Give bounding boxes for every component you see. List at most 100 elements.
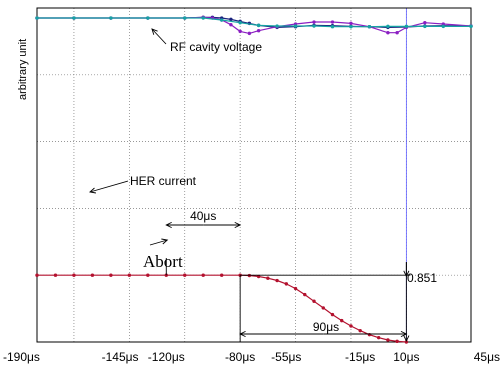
- data-point: [53, 273, 58, 277]
- data-point: [256, 23, 261, 28]
- span-40-label: 40μs: [190, 209, 216, 223]
- data-point: [423, 20, 427, 25]
- series-4: [35, 16, 473, 29]
- data-point: [321, 306, 325, 310]
- arrow-head: [165, 221, 172, 229]
- arrow-head: [151, 28, 158, 35]
- arrow-head: [239, 330, 246, 338]
- data-point: [109, 273, 113, 277]
- span-90-arrow-right: [323, 330, 408, 338]
- her-current-arrow: [89, 180, 129, 194]
- rf-cavity-arrow: [151, 28, 167, 45]
- grid: [37, 8, 471, 342]
- data-point: [395, 339, 399, 344]
- span-40-arrow-right: [203, 221, 242, 229]
- data-point: [35, 273, 39, 277]
- span-90-label: 90μs: [313, 320, 339, 334]
- annotations: RF cavity voltage HER current 40μs Abort 0.8…: [89, 28, 437, 343]
- data-point: [330, 25, 335, 29]
- data-point: [376, 335, 381, 340]
- x-tick-label: -80μs: [225, 350, 255, 364]
- data-point: [349, 21, 353, 26]
- abort-arrow: [149, 238, 169, 246]
- data-point: [367, 332, 372, 337]
- span-vert-arrow-down: [403, 262, 410, 343]
- data-point: [229, 23, 233, 27]
- data-point: [183, 16, 187, 20]
- abort-label: Abort: [143, 252, 183, 271]
- data-point: [72, 273, 76, 277]
- data-point: [312, 20, 316, 24]
- data-point: [330, 312, 335, 317]
- series-line: [37, 17, 471, 28]
- data-point: [284, 282, 289, 286]
- data-point: [219, 18, 224, 22]
- data-point: [404, 24, 409, 29]
- data-point: [358, 328, 362, 333]
- data-point: [35, 16, 39, 20]
- data-point: [330, 20, 335, 24]
- data-point: [72, 16, 76, 20]
- arrow-shaft: [151, 28, 167, 45]
- span-0851-label: 0.851: [407, 271, 437, 285]
- data-point: [312, 24, 316, 28]
- data-point: [201, 16, 205, 20]
- data-point: [90, 273, 95, 277]
- data-point: [386, 338, 390, 342]
- data-point: [146, 273, 150, 277]
- arrow-head: [161, 238, 169, 245]
- arrow-head: [89, 187, 96, 194]
- data-point: [146, 16, 150, 20]
- data-point: [303, 292, 307, 297]
- data-point: [423, 24, 427, 29]
- data-point: [256, 29, 261, 33]
- x-tick-label: -55μs: [271, 350, 301, 364]
- data-point: [340, 318, 344, 323]
- plot-frame: [36, 7, 472, 343]
- data-point: [183, 273, 187, 277]
- data-point: [238, 20, 242, 25]
- x-tick-label: -15μs: [345, 350, 375, 364]
- data-point: [247, 31, 252, 36]
- x-tick-labels: -190μs -145μs -120μs -80μs -55μs -15μs 10μs 45μ…: [3, 350, 500, 364]
- data-point: [201, 273, 205, 277]
- her-current-label: HER current: [130, 174, 197, 188]
- data-point: [229, 17, 233, 22]
- data-point: [469, 24, 473, 29]
- x-tick-label: 45μs: [474, 350, 500, 364]
- span-90-arrow-left: [239, 330, 324, 338]
- rf-cavity-label: RF cavity voltage: [170, 40, 262, 54]
- arrow-head: [403, 335, 410, 343]
- series-layer: [35, 15, 473, 344]
- data-point: [275, 24, 279, 28]
- data-point: [293, 24, 298, 28]
- data-point: [238, 29, 242, 34]
- series-1: [35, 273, 409, 344]
- y-axis-label: arbitrary unit: [17, 39, 29, 100]
- data-point: [441, 22, 445, 26]
- data-point: [312, 299, 316, 303]
- arrow-head: [400, 330, 408, 338]
- x-tick-label: -145μs: [102, 350, 139, 364]
- data-point: [109, 16, 113, 20]
- data-point: [256, 274, 261, 279]
- data-point: [349, 25, 353, 29]
- data-point: [275, 278, 279, 283]
- arrow-head: [234, 221, 242, 229]
- data-point: [293, 286, 298, 291]
- data-point: [395, 31, 399, 35]
- arrow-shaft: [89, 180, 129, 193]
- span-40-arrow-left: [165, 221, 204, 229]
- data-point: [219, 273, 224, 277]
- data-point: [386, 31, 390, 35]
- data-point: [266, 276, 270, 280]
- data-point: [441, 24, 445, 29]
- x-tick-label: 10μs: [393, 350, 419, 364]
- data-point: [127, 273, 132, 277]
- x-tick-label: -120μs: [148, 350, 185, 364]
- data-point: [386, 24, 390, 29]
- x-tick-label: -190μs: [3, 350, 40, 364]
- data-point: [349, 324, 353, 328]
- arrow-shaft: [149, 239, 168, 246]
